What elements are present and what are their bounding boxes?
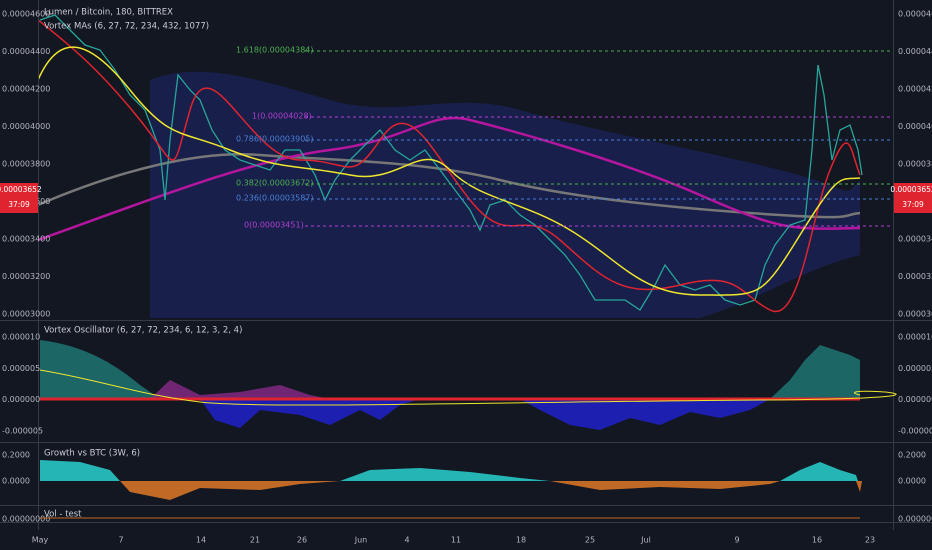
last-price-left: 0.00003652 bbox=[0, 185, 42, 194]
date-label: 25 bbox=[585, 536, 595, 545]
fib-label: 0(0.00003451) bbox=[244, 221, 304, 230]
left-tick-label: 0.00004400 bbox=[2, 47, 50, 56]
left-tick-label: 0.00004600 bbox=[2, 10, 50, 19]
oscillator-plot bbox=[39, 340, 897, 430]
oscillator-title: Vortex Oscillator (6, 27, 72, 234, 6, 12… bbox=[44, 326, 242, 336]
left-tick-label: 0.0000 bbox=[2, 477, 30, 486]
growth-plot bbox=[40, 460, 862, 500]
left-tick-label: 0.000000 bbox=[2, 395, 40, 404]
left-tick-label: 0.00004000 bbox=[2, 122, 50, 131]
date-label: 4 bbox=[404, 536, 409, 545]
date-label: 14 bbox=[196, 536, 206, 545]
right-tick-label: 0.00003800 bbox=[898, 160, 932, 169]
countdown-left: 37:09 bbox=[8, 200, 30, 209]
left-tick-label: 0.000010 bbox=[2, 333, 40, 342]
right-tick-label: 0.000000 bbox=[898, 395, 932, 404]
countdown: 37:09 bbox=[902, 200, 924, 209]
cloud bbox=[150, 71, 860, 318]
right-tick-label: -0.000005 bbox=[898, 426, 932, 435]
date-label: 16 bbox=[812, 536, 822, 545]
date-label: Jul bbox=[640, 536, 651, 545]
left-tick-label: -0.000005 bbox=[2, 426, 43, 435]
vol-title: Vol - test bbox=[44, 510, 82, 520]
right-tick-label: 0.00003200 bbox=[898, 272, 932, 281]
left-tick-label: 0.00004200 bbox=[2, 85, 50, 94]
date-label: 11 bbox=[451, 536, 461, 545]
fib-label: 0.382(0.00003672) bbox=[236, 179, 314, 188]
indicator-title: Vortex MAs (6, 27, 72, 234, 432, 1077) bbox=[44, 22, 209, 32]
date-label: 9 bbox=[734, 536, 739, 545]
right-tick-label: 0.2000 bbox=[898, 451, 926, 460]
last-price: 0.00003652 bbox=[890, 185, 932, 194]
left-tick-label: 0.00003800 bbox=[2, 160, 50, 169]
left-tick-label: 0.2000 bbox=[2, 451, 30, 460]
date-label: May bbox=[32, 536, 49, 545]
pane-borders bbox=[0, 0, 932, 530]
price-tag-left bbox=[0, 183, 38, 213]
right-tick-label: 0.00004400 bbox=[898, 47, 932, 56]
price bbox=[39, 14, 863, 311]
left-tick-label: 0.00000000 bbox=[2, 515, 50, 524]
right-tick-label: 0.00004200 bbox=[898, 85, 932, 94]
main-title: Lumen / Bitcoin, 180, BITTREX bbox=[44, 8, 173, 18]
ma-yellow bbox=[39, 46, 861, 296]
left-tick-label: 0.00003400 bbox=[2, 235, 50, 244]
fib-label: 1(0.00004028) bbox=[252, 112, 312, 121]
right-tick-label: 0.000010 bbox=[898, 333, 932, 342]
fib-label: 1.618(0.00004384) bbox=[236, 46, 314, 55]
right-tick-label: 0.0000 bbox=[898, 477, 926, 486]
right-tick-label: 0.000005 bbox=[898, 364, 932, 373]
main-plot bbox=[39, 14, 863, 318]
left-tick-label: 0.00003200 bbox=[2, 272, 50, 281]
date-label: 7 bbox=[118, 536, 123, 545]
left-tick-label: 0.00003000 bbox=[2, 310, 50, 319]
fib-levels: 1.618(0.00004384) 1(0.00004028) 0.786(0.00… bbox=[236, 46, 893, 230]
fib-label: 0.236(0.00003587) bbox=[236, 194, 314, 203]
right-tick-label: 0.00003400 bbox=[898, 235, 932, 244]
date-label: 26 bbox=[297, 536, 307, 545]
growth-title: Growth vs BTC (3W, 6) bbox=[44, 449, 140, 459]
right-tick-label: 0.00003000 bbox=[898, 310, 932, 319]
fib-label: 0.786(0.00003905) bbox=[236, 135, 314, 144]
date-label: Jun bbox=[354, 536, 368, 545]
date-label: 18 bbox=[516, 536, 526, 545]
right-tick-label: 0.00004000 bbox=[898, 122, 932, 131]
ma-grey bbox=[39, 153, 861, 219]
ma-magenta bbox=[39, 116, 861, 241]
left-tick-label: 0.000005 bbox=[2, 364, 40, 373]
price-tag bbox=[894, 183, 932, 213]
right-tick-label: 0.00000000 bbox=[898, 515, 932, 524]
date-label: 23 bbox=[865, 536, 875, 545]
date-label: 21 bbox=[250, 536, 260, 545]
right-tick-label: 0.00004600 bbox=[898, 10, 932, 19]
